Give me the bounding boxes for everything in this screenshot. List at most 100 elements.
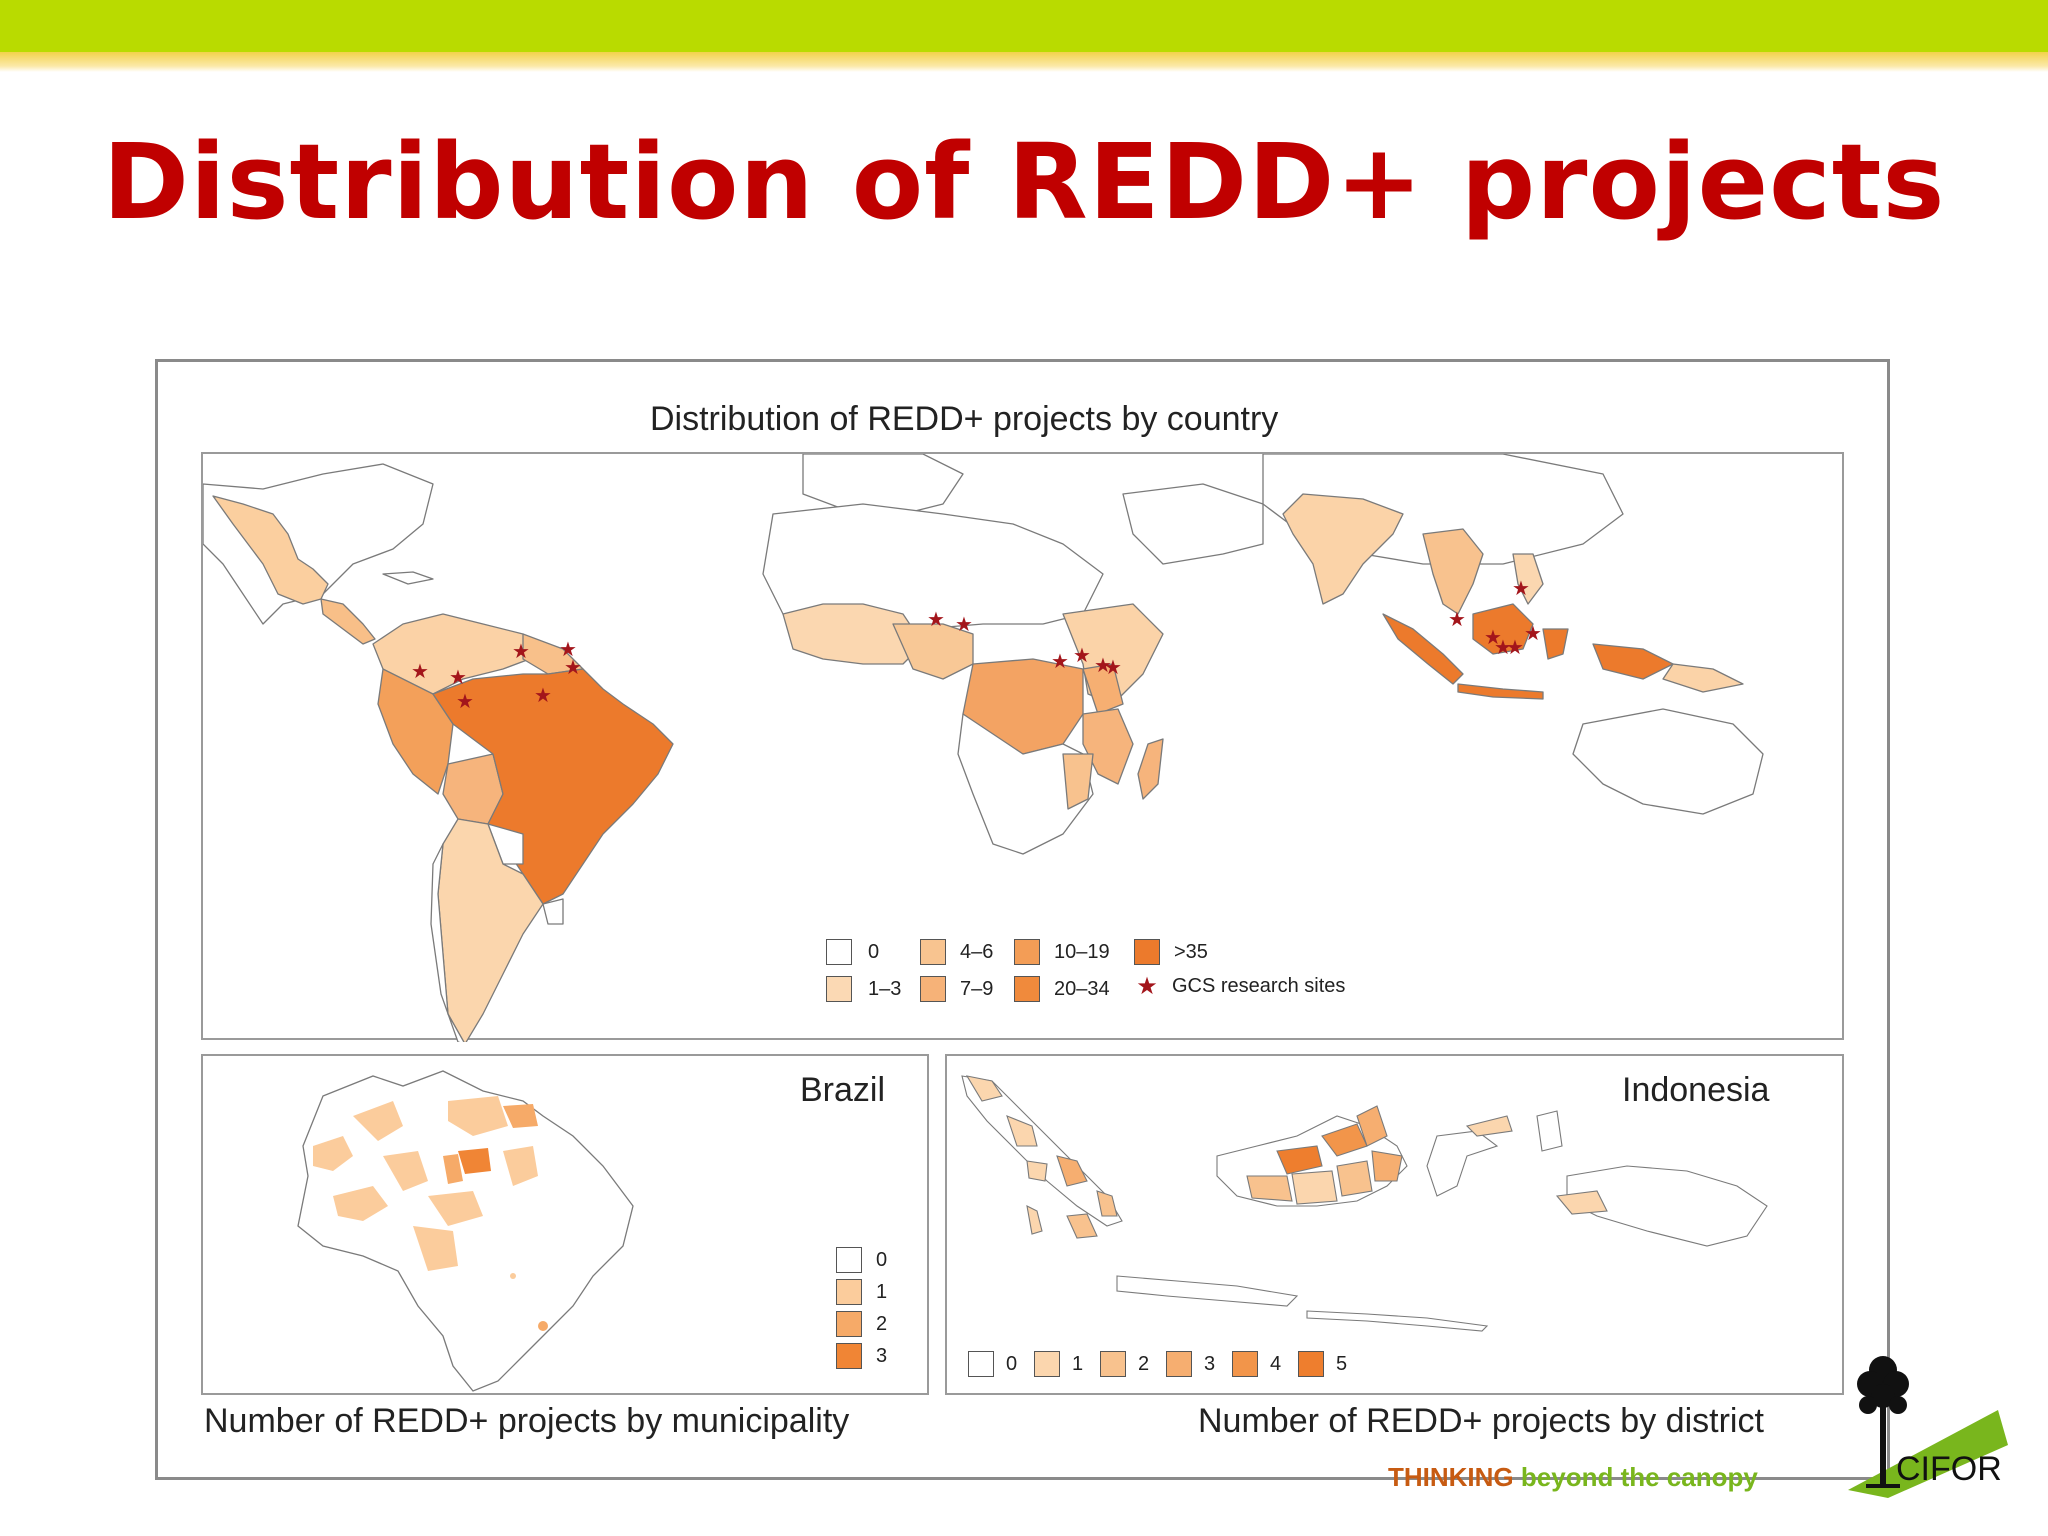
legend-label: 2 bbox=[876, 1312, 888, 1335]
indonesia-legend-item-1: 1 bbox=[1034, 1351, 1083, 1377]
madagascar-shape bbox=[1137, 738, 1164, 800]
legend-swatch bbox=[1166, 1351, 1192, 1377]
gcs-site-star: ★ bbox=[1506, 635, 1524, 659]
legend-label: 0 bbox=[1006, 1352, 1018, 1375]
gcs-site-star: ★ bbox=[449, 665, 467, 689]
gcs-site-star: ★ bbox=[512, 639, 530, 663]
legend-swatch bbox=[826, 976, 852, 1002]
indonesia-legend-item-0: 0 bbox=[968, 1351, 1017, 1377]
cifor-logo: CIFOR bbox=[1848, 1350, 2008, 1500]
legend-swatch bbox=[836, 1311, 862, 1337]
gcs-site-star: ★ bbox=[559, 637, 577, 661]
indonesia-legend-item-4: 4 bbox=[1232, 1351, 1281, 1377]
legend-label: GCS research sites bbox=[1172, 975, 1346, 997]
legend-swatch bbox=[836, 1279, 862, 1305]
indonesia-caption: Number of REDD+ projects by district bbox=[1198, 1402, 1764, 1440]
legend-swatch bbox=[1034, 1351, 1060, 1377]
world-legend-item-1: 1–3 bbox=[826, 976, 901, 1002]
gcs-site-star: ★ bbox=[1484, 625, 1502, 649]
se-asia-shape bbox=[1422, 528, 1484, 615]
legend-label: >35 bbox=[1174, 940, 1208, 963]
legend-label: 7–9 bbox=[960, 977, 994, 1000]
figure-frame bbox=[155, 359, 1890, 1480]
legend-swatch bbox=[1014, 976, 1040, 1002]
indonesia-legend-item-5: 5 bbox=[1298, 1351, 1347, 1377]
slide-title: Distribution of REDD+ projects bbox=[102, 121, 1946, 243]
world-legend-item-2: 4–6 bbox=[920, 939, 993, 965]
java-shape bbox=[1116, 1275, 1299, 1307]
brazil-caption: Number of REDD+ projects by municipality bbox=[204, 1402, 850, 1440]
legend-swatch bbox=[920, 976, 946, 1002]
world-legend-item-4: 10–19 bbox=[1014, 939, 1110, 965]
gcs-site-star: ★ bbox=[955, 612, 973, 636]
north-america-shape bbox=[203, 463, 434, 625]
header-green-bar bbox=[0, 0, 2048, 52]
indonesia-legend-item-2: 2 bbox=[1100, 1351, 1149, 1377]
brazil-outline-shape bbox=[297, 1070, 634, 1392]
brazil-legend-item-1: 1 bbox=[836, 1279, 887, 1305]
legend-swatch bbox=[836, 1343, 862, 1369]
world-legend-item-5: 20–34 bbox=[1014, 976, 1110, 1002]
legend-label: 10–19 bbox=[1054, 940, 1110, 963]
legend-label: 2 bbox=[1138, 1352, 1150, 1375]
legend-label: 3 bbox=[876, 1344, 888, 1367]
gcs-site-star: ★ bbox=[1524, 621, 1542, 645]
cifor-logo-text: CIFOR bbox=[1896, 1450, 2002, 1488]
gcs-site-star: ★ bbox=[456, 689, 474, 713]
gcs-site-star: ★ bbox=[1494, 635, 1512, 659]
world-legend-item-7: ★ GCS research sites bbox=[1134, 972, 1345, 1001]
legend-label: 0 bbox=[876, 1248, 888, 1271]
world-legend-item-3: 7–9 bbox=[920, 976, 993, 1002]
indonesia-borneo-shape bbox=[1472, 603, 1534, 655]
star-icon: ★ bbox=[1136, 973, 1158, 1000]
australia-shape bbox=[1572, 708, 1764, 815]
legend-swatch bbox=[1100, 1351, 1126, 1377]
central-america-shape bbox=[320, 598, 376, 645]
legend-swatch bbox=[1014, 939, 1040, 965]
legend-swatch bbox=[1298, 1351, 1324, 1377]
brazil-country-shape bbox=[432, 668, 674, 905]
legend-label: 0 bbox=[868, 940, 880, 963]
india-shape bbox=[1282, 493, 1404, 605]
legend-label: 1 bbox=[876, 1280, 888, 1303]
brazil-legend-item-3: 3 bbox=[836, 1343, 887, 1369]
legend-swatch bbox=[1232, 1351, 1258, 1377]
brazil-label: Brazil bbox=[800, 1071, 886, 1109]
gcs-site-star: ★ bbox=[1073, 643, 1091, 667]
indonesia-map bbox=[945, 1054, 1844, 1395]
gcs-site-star: ★ bbox=[411, 659, 429, 683]
gcs-site-star: ★ bbox=[1448, 607, 1466, 631]
mexico-shape bbox=[212, 495, 329, 605]
tanzania-shape bbox=[1082, 708, 1134, 785]
world-map-graphic: ★ ★ ★ ★ ★ ★ ★ ★ ★ ★ ★ ★ ★ ★ ★ ★ ★ ★ ★ bbox=[203, 454, 1764, 1042]
legend-swatch bbox=[968, 1351, 994, 1377]
indonesia-legend-item-3: 3 bbox=[1166, 1351, 1215, 1377]
header-yellow-bar bbox=[0, 52, 2048, 72]
indonesia-sumatra-shape bbox=[1382, 613, 1464, 685]
tagline-rest: beyond the canopy bbox=[1513, 1462, 1758, 1492]
brazil-legend-item-2: 2 bbox=[836, 1311, 887, 1337]
world-legend-item-0: 0 bbox=[826, 939, 879, 965]
gcs-site-star: ★ bbox=[1094, 653, 1112, 677]
brazil-map-graphic bbox=[297, 1070, 634, 1392]
legend-swatch bbox=[836, 1247, 862, 1273]
legend-label: 1–3 bbox=[868, 977, 902, 1000]
gcs-site-star: ★ bbox=[1104, 655, 1122, 679]
world-legend-item-6: >35 bbox=[1134, 939, 1208, 965]
indonesia-map-graphic bbox=[961, 1075, 1768, 1332]
gcs-site-star: ★ bbox=[927, 607, 945, 631]
gcs-site-star: ★ bbox=[1051, 649, 1069, 673]
legend-swatch bbox=[826, 939, 852, 965]
legend-swatch bbox=[920, 939, 946, 965]
legend-label: 4–6 bbox=[960, 940, 994, 963]
brazil-legend-item-0: 0 bbox=[836, 1247, 887, 1273]
indonesia-papua-shape bbox=[1592, 643, 1674, 680]
sumatra-shape bbox=[961, 1075, 1123, 1227]
tagline: THINKING beyond the canopy bbox=[1388, 1462, 1758, 1493]
gcs-site-star: ★ bbox=[534, 683, 552, 707]
gcs-site-star: ★ bbox=[1512, 576, 1530, 600]
legend-label: 3 bbox=[1204, 1352, 1216, 1375]
legend-label: 1 bbox=[1072, 1352, 1084, 1375]
legend-label: 20–34 bbox=[1054, 977, 1110, 1000]
indonesia-label: Indonesia bbox=[1622, 1071, 1770, 1109]
